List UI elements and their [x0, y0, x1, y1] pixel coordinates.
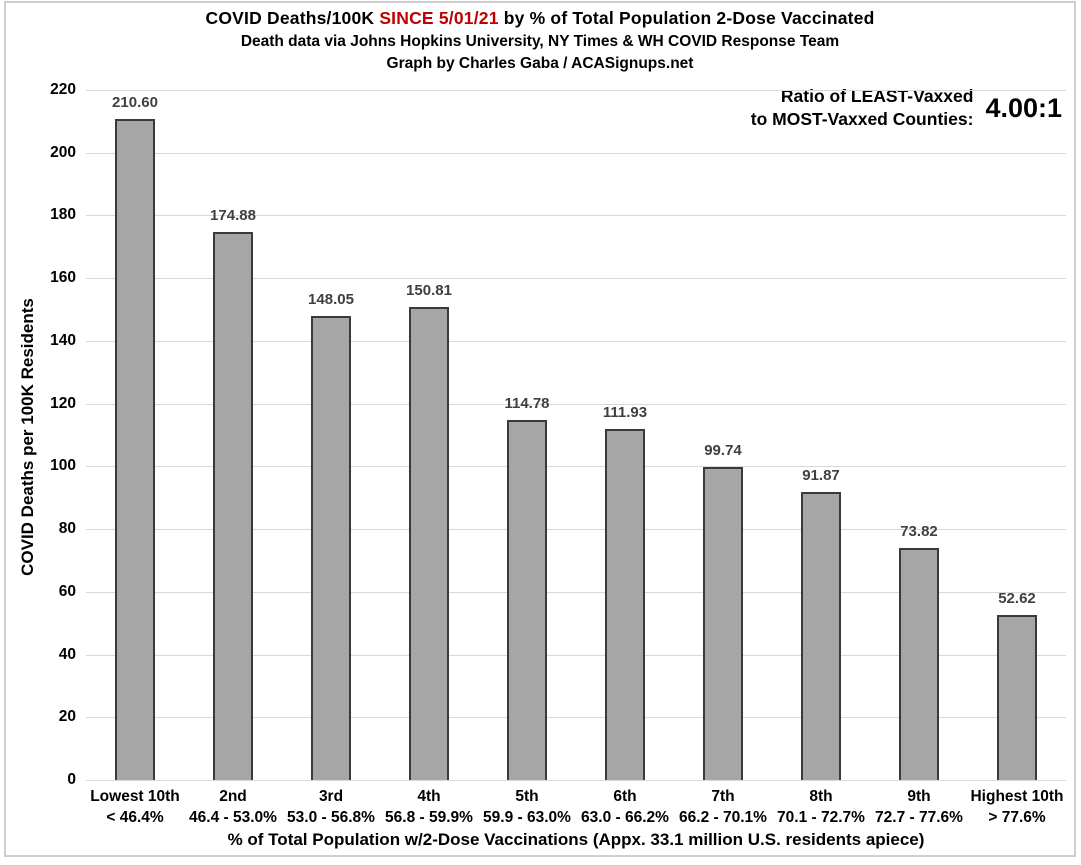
- x-category-decile: 7th: [711, 788, 735, 805]
- x-category-label: Lowest 10th < 46.4%: [86, 786, 184, 828]
- y-tick-label-100: 100: [50, 457, 76, 475]
- x-category-range: 70.1 - 72.7%: [777, 809, 865, 826]
- x-category-label: Highest 10th > 77.6%: [968, 786, 1066, 828]
- ratio-label: Ratio of LEAST-Vaxxed to MOST-Vaxxed Cou…: [751, 85, 974, 131]
- x-category-range: 46.4 - 53.0%: [189, 809, 277, 826]
- x-category-decile: 4th: [417, 788, 441, 805]
- x-category-decile: 3rd: [318, 788, 344, 805]
- x-category-range: 66.2 - 70.1%: [679, 809, 767, 826]
- y-tick-label-0: 0: [67, 771, 76, 788]
- bar-value-label: 73.82: [900, 523, 938, 540]
- x-category-range: 59.9 - 63.0%: [483, 809, 571, 826]
- ratio-label-line1: Ratio of LEAST-Vaxxed: [780, 86, 974, 106]
- chart-title-highlight: SINCE 5/01/21: [379, 8, 499, 28]
- bar-2nd: [213, 232, 253, 780]
- gridline-220: [86, 90, 1066, 91]
- x-category-range: < 46.4%: [106, 809, 164, 826]
- x-category-range: 72.7 - 77.6%: [875, 809, 963, 826]
- bar-value-label: 148.05: [308, 291, 354, 308]
- chart-title-part3: by % of Total Population 2-Dose Vaccinat…: [498, 8, 875, 28]
- y-tick-label-200: 200: [50, 143, 76, 161]
- bar-highest-10th: [997, 615, 1037, 780]
- gridline-160: [86, 278, 1066, 280]
- gridline-200: [86, 152, 1066, 154]
- x-category-range: 63.0 - 66.2%: [581, 809, 669, 826]
- x-axis-category-labels: Lowest 10th < 46.4% 2nd 46.4 - 53.0% 3rd 53.0…: [86, 786, 1066, 828]
- bar-7th: [703, 467, 743, 780]
- x-category-range: 53.0 - 56.8%: [287, 809, 375, 826]
- x-category-decile: 2nd: [219, 788, 247, 805]
- chart-frame: COVID Deaths/100K SINCE 5/01/21 by % of …: [4, 1, 1076, 857]
- x-category-label: 5th 59.9 - 63.0%: [478, 786, 576, 828]
- bar-9th: [899, 548, 939, 780]
- y-tick-label-160: 160: [50, 269, 76, 287]
- x-category-label: 2nd 46.4 - 53.0%: [184, 786, 282, 828]
- bar-8th: [801, 492, 841, 780]
- chart-header: COVID Deaths/100K SINCE 5/01/21 by % of …: [6, 8, 1074, 73]
- bar-value-label: 111.93: [602, 404, 648, 421]
- chart-credit: Graph by Charles Gaba / ACASignups.net: [386, 55, 694, 72]
- bar-value-label: 210.60: [112, 94, 158, 111]
- x-axis-title: % of Total Population w/2-Dose Vaccinati…: [227, 830, 925, 849]
- x-category-range: > 77.6%: [988, 809, 1046, 826]
- x-category-label: 7th 66.2 - 70.1%: [674, 786, 772, 828]
- x-category-decile: 6th: [613, 788, 637, 805]
- bar-value-label: 174.88: [210, 207, 256, 224]
- gridline-140: [86, 340, 1066, 342]
- y-axis-title: COVID Deaths per 100K Residents: [18, 298, 37, 576]
- y-tick-label-40: 40: [58, 645, 76, 663]
- y-tick-label-60: 60: [58, 582, 76, 600]
- x-category-label: 9th 72.7 - 77.6%: [870, 786, 968, 828]
- gridline-80: [86, 529, 1066, 531]
- gridline-100: [86, 466, 1066, 468]
- x-category-decile: 5th: [515, 788, 539, 805]
- chart-subtitle: Death data via Johns Hopkins University,…: [240, 33, 840, 50]
- x-category-decile: 8th: [809, 788, 833, 805]
- y-tick-label-20: 20: [58, 708, 76, 726]
- bar-3rd: [311, 316, 351, 780]
- gridline-60: [86, 591, 1066, 593]
- x-category-decile: 9th: [907, 788, 931, 805]
- x-category-decile: Highest 10th: [970, 788, 1064, 805]
- gridline-0: [86, 780, 1066, 781]
- x-category-decile: Lowest 10th: [90, 788, 180, 805]
- ratio-label-line2: to MOST-Vaxxed Counties:: [750, 109, 974, 129]
- bar-value-label: 99.74: [704, 442, 742, 459]
- gridline-40: [86, 654, 1066, 656]
- y-tick-label-80: 80: [58, 520, 76, 538]
- plot-area: 210.60 174.88 148.05 150.81 114.78 111.93 99.7…: [86, 90, 1066, 781]
- x-category-label: 3rd 53.0 - 56.8%: [282, 786, 380, 828]
- ratio-annotation: Ratio of LEAST-Vaxxed to MOST-Vaxxed Cou…: [751, 85, 1062, 131]
- bar-lowest-10th: [115, 119, 155, 780]
- chart-title-part1: COVID Deaths/100K: [205, 8, 380, 28]
- gridline-180: [86, 215, 1066, 217]
- ratio-value: 4.00:1: [985, 92, 1062, 123]
- y-tick-label-140: 140: [50, 331, 76, 349]
- chart-title: COVID Deaths/100K SINCE 5/01/21 by % of …: [6, 8, 1074, 29]
- gridline-20: [86, 717, 1066, 719]
- y-tick-label-120: 120: [50, 394, 76, 412]
- bar-value-label: 52.62: [998, 590, 1036, 607]
- y-tick-label-220: 220: [50, 81, 76, 98]
- bar-4th: [409, 307, 449, 780]
- x-category-label: 8th 70.1 - 72.7%: [772, 786, 870, 828]
- gridline-120: [86, 403, 1066, 405]
- bar-value-label: 91.87: [802, 467, 840, 484]
- bar-value-label: 150.81: [406, 282, 452, 299]
- x-category-label: 4th 56.8 - 59.9%: [380, 786, 478, 828]
- bar-5th: [507, 420, 547, 780]
- y-tick-label-180: 180: [50, 206, 76, 224]
- bar-6th: [605, 429, 645, 780]
- x-category-label: 6th 63.0 - 66.2%: [576, 786, 674, 828]
- bar-value-label: 114.78: [504, 395, 550, 412]
- x-category-range: 56.8 - 59.9%: [385, 809, 473, 826]
